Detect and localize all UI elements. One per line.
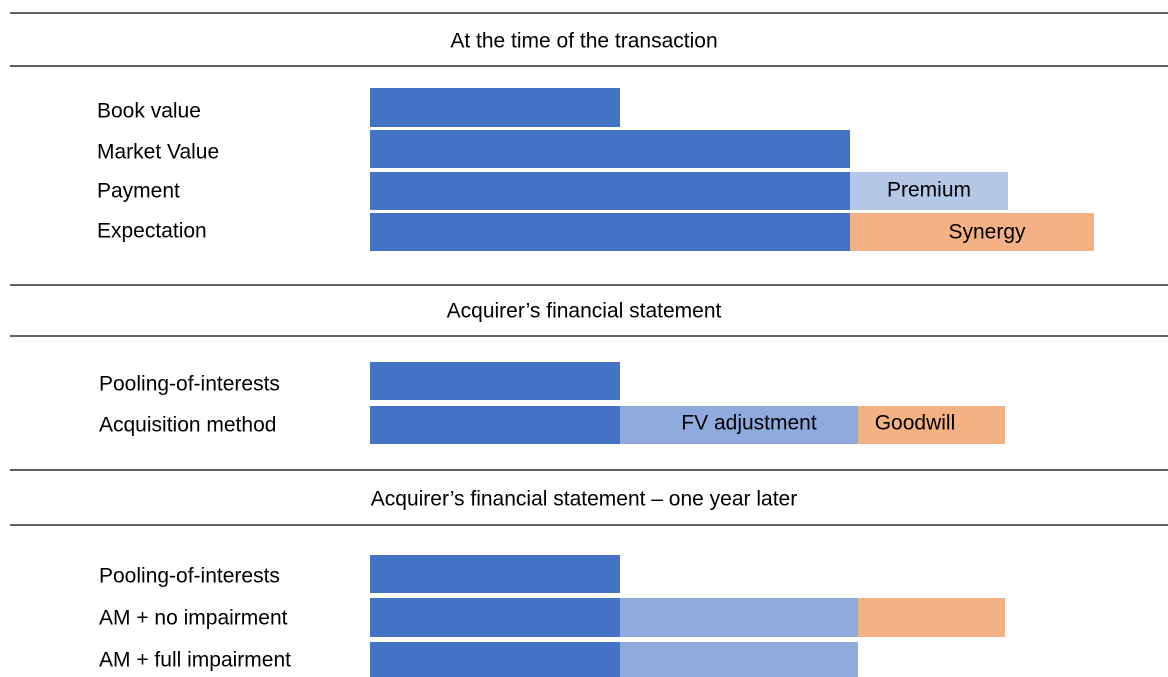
row-label: AM + full impairment (99, 649, 291, 672)
row-label: Pooling-of-interests (99, 373, 280, 396)
segment-label: Goodwill (875, 412, 956, 435)
bar (370, 362, 620, 400)
row-label: Payment (97, 180, 180, 203)
bar-segment (850, 172, 1008, 210)
bar (370, 598, 620, 637)
section-title: Acquirer’s financial statement – one yea… (371, 488, 797, 511)
bar (370, 555, 620, 593)
row-label: AM + no impairment (99, 607, 288, 630)
section-title: At the time of the transaction (450, 30, 717, 53)
bar-segment (620, 642, 858, 677)
bar-segment (620, 598, 858, 637)
bar (370, 88, 620, 127)
bar (370, 130, 850, 168)
row-label: Expectation (97, 220, 207, 243)
segment-label: Premium (887, 179, 971, 202)
bar (370, 406, 620, 444)
row-label: Acquisition method (99, 414, 276, 437)
bar (370, 172, 850, 210)
section-title: Acquirer’s financial statement (447, 300, 722, 323)
segment-label: FV adjustment (681, 412, 817, 435)
bar-segment (858, 406, 1005, 444)
segment-label: Synergy (948, 221, 1026, 244)
bar-segment (620, 406, 858, 444)
row-label: Book value (97, 100, 201, 123)
bar-segment (858, 598, 1005, 637)
row-label: Pooling-of-interests (99, 565, 280, 588)
bar (370, 642, 620, 677)
row-label: Market Value (97, 141, 219, 164)
bar (370, 213, 850, 251)
bar-segment (850, 213, 1094, 251)
